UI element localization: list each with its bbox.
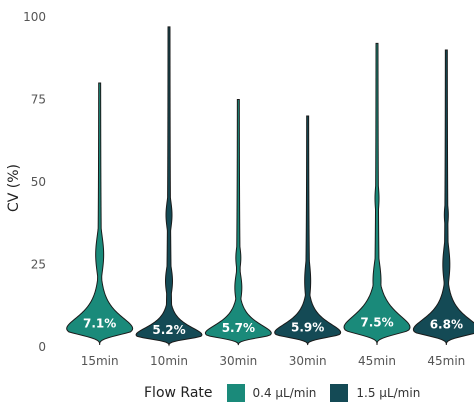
y-axis: 0 25 50 75 100 xyxy=(23,10,46,354)
legend-label-1: 1.5 μL/min xyxy=(356,386,421,400)
y-tick-label-3: 75 xyxy=(31,93,46,107)
y-tick-label-4: 100 xyxy=(23,10,46,24)
x-tick-label-4: 45min xyxy=(358,354,396,368)
x-axis: 15min 10min 30min 30min 45min 45min xyxy=(81,354,466,368)
violin-median-label-3: 5.9% xyxy=(291,321,324,335)
y-tick-label-1: 25 xyxy=(31,258,46,272)
violin-1 xyxy=(135,26,203,347)
x-tick-label-5: 45min xyxy=(427,354,465,368)
violin-5 xyxy=(412,49,474,346)
x-tick-label-3: 30min xyxy=(289,354,327,368)
legend-swatch-0 xyxy=(226,384,245,402)
legend-item-0: 0.4 μL/min xyxy=(226,384,317,402)
violin-median-label-4: 7.5% xyxy=(360,315,393,329)
y-axis-label: CV (%) xyxy=(6,164,22,212)
violin-median-label-2: 5.7% xyxy=(222,321,255,335)
violin-2 xyxy=(204,99,272,346)
x-tick-label-1: 10min xyxy=(150,354,188,368)
legend-swatch-1 xyxy=(330,384,349,402)
y-tick-label-2: 50 xyxy=(31,175,46,189)
violin-chart: 0 25 50 75 100 CV (%) 7.1% 5.2% 5.7% 5.9% 7.5% 6.… xyxy=(6,10,474,368)
violin-3 xyxy=(274,115,342,346)
violin-0 xyxy=(66,82,134,346)
legend-label-0: 0.4 μL/min xyxy=(252,386,317,400)
violin-median-label-5: 6.8% xyxy=(430,318,463,332)
violin-median-label-1: 5.2% xyxy=(152,323,185,337)
legend-item-1: 1.5 μL/min xyxy=(330,384,420,402)
y-tick-label-0: 0 xyxy=(38,340,46,354)
x-tick-label-0: 15min xyxy=(81,354,119,368)
violin-4 xyxy=(343,42,411,346)
x-tick-label-2: 30min xyxy=(219,354,257,368)
violin-median-label-0: 7.1% xyxy=(83,317,116,331)
legend-title: Flow Rate xyxy=(144,385,213,401)
legend: Flow Rate 0.4 μL/min 1.5 μL/min xyxy=(0,383,474,403)
violins-group: 7.1% 5.2% 5.7% 5.9% 7.5% 6.8% xyxy=(66,26,474,347)
